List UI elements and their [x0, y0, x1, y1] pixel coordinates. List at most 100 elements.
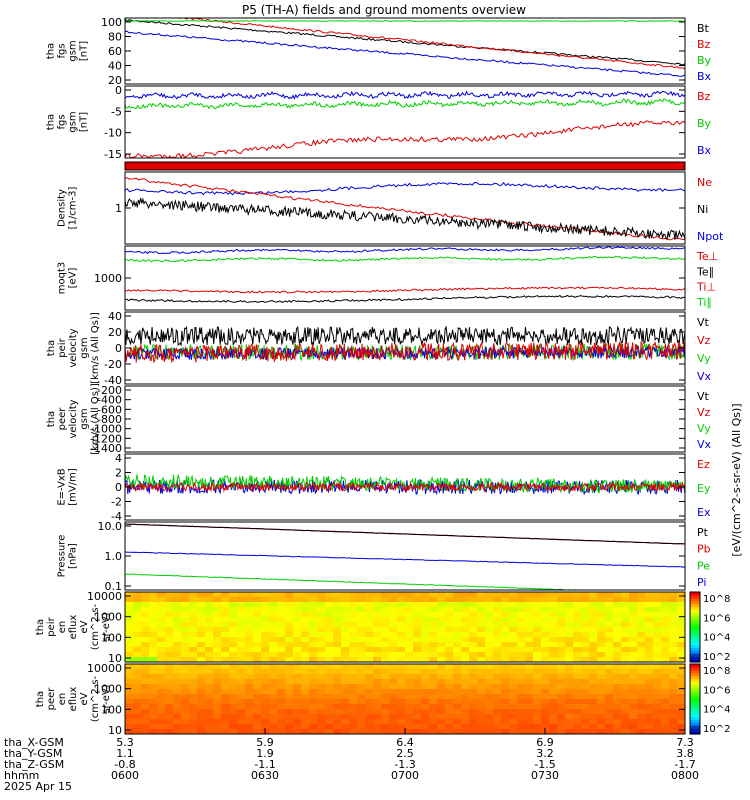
spectrogram-cell	[493, 729, 502, 734]
spectrogram-cell	[661, 622, 670, 628]
spectrogram-cell	[165, 632, 174, 638]
spectrogram-cell	[405, 607, 414, 613]
spectrogram-cell	[413, 612, 422, 618]
spectrogram-cell	[541, 714, 550, 720]
spectrogram-cell	[645, 592, 654, 598]
spectrogram-cell	[533, 622, 542, 628]
legend-entry: Vy	[697, 422, 711, 435]
spectrogram-cell	[573, 684, 582, 690]
spectrogram-cell	[149, 637, 158, 643]
spectrogram-cell	[349, 709, 358, 715]
spectrogram-cell	[181, 657, 190, 662]
spectrogram-cell	[221, 602, 230, 608]
spectrogram-cell	[669, 669, 678, 675]
spectrogram-cell	[437, 627, 446, 633]
spectrogram-cell	[469, 664, 478, 670]
spectrogram-cell	[285, 607, 294, 613]
spectrogram-cell	[453, 602, 462, 608]
spectrogram-cell	[629, 674, 638, 680]
spectrogram-cell	[557, 647, 566, 653]
spectrogram-cell	[605, 622, 614, 628]
spectrogram-cell	[493, 679, 502, 685]
spectrogram-cell	[517, 724, 526, 730]
spectrogram-cell	[125, 699, 134, 705]
spectrogram-cell	[549, 719, 558, 725]
spectrogram-cell	[437, 647, 446, 653]
colorbar-segment	[690, 690, 700, 694]
spectrogram-cell	[181, 679, 190, 685]
spectrogram-cell	[253, 617, 262, 623]
spectrogram-cell	[565, 612, 574, 618]
spectrogram-cell	[333, 689, 342, 695]
spectrogram-cell	[213, 699, 222, 705]
spectrogram-cell	[341, 592, 350, 598]
spectrogram-cell	[461, 642, 470, 648]
spectrogram-cell	[317, 709, 326, 715]
spectrogram-cell	[621, 684, 630, 690]
spectrogram-cell	[133, 597, 142, 603]
spectrogram-cell	[173, 729, 182, 734]
spectrogram-cell	[261, 699, 270, 705]
spectrogram-cell	[285, 709, 294, 715]
spectrogram-cell	[213, 592, 222, 598]
spectrogram-cell	[469, 642, 478, 648]
spectrogram-cell	[245, 704, 254, 710]
spectrogram-cell	[341, 622, 350, 628]
spectrogram-cell	[181, 602, 190, 608]
spectrogram-cell	[501, 657, 510, 662]
spectrogram-cell	[277, 679, 286, 685]
spectrogram-cell	[221, 694, 230, 700]
spectrogram-cell	[301, 657, 310, 662]
spectrogram-cell	[221, 689, 230, 695]
spectrogram-cell	[661, 669, 670, 675]
spectrogram-cell	[421, 647, 430, 653]
spectrogram-cell	[645, 714, 654, 720]
spectrogram-cell	[261, 647, 270, 653]
spectrogram-cell	[533, 669, 542, 675]
spectrogram-cell	[221, 669, 230, 675]
spectrogram-cell	[485, 612, 494, 618]
spectrogram-cell	[589, 647, 598, 653]
spectrogram-cell	[525, 729, 534, 734]
spectrogram-cell	[277, 684, 286, 690]
spectrogram-cell	[349, 719, 358, 725]
spectrogram-cell	[429, 642, 438, 648]
spectrogram-cell	[213, 627, 222, 633]
spectrogram-cell	[205, 719, 214, 725]
spectrogram-cell	[213, 637, 222, 643]
spectrogram-cell	[677, 724, 685, 730]
spectrogram-cell	[373, 652, 382, 658]
spectrogram-cell	[269, 714, 278, 720]
spectrogram-cell	[477, 699, 486, 705]
spectrogram-cell	[325, 669, 334, 675]
spectrogram-cell	[605, 709, 614, 715]
spectrogram-cell	[269, 719, 278, 725]
spectrogram-cell	[333, 627, 342, 633]
spectrogram-cell	[397, 699, 406, 705]
spectrogram-cell	[229, 679, 238, 685]
spectrogram-cell	[229, 597, 238, 603]
spectrogram-cell	[213, 642, 222, 648]
spectrogram-cell	[461, 674, 470, 680]
spectrogram-cell	[413, 679, 422, 685]
spectrogram-cell	[381, 684, 390, 690]
spectrogram-cell	[677, 684, 685, 690]
spectrogram-cell	[125, 674, 134, 680]
spectrogram-cell	[517, 597, 526, 603]
spectrogram-cell	[213, 679, 222, 685]
spectrogram-cell	[141, 664, 150, 670]
spectrogram-cell	[341, 664, 350, 670]
spectrogram-cell	[157, 642, 166, 648]
spectrogram-cell	[181, 684, 190, 690]
spectrogram-cell	[333, 719, 342, 725]
y-axis-label: [nT]	[79, 41, 90, 61]
spectrogram-cell	[301, 607, 310, 613]
spectrogram-cell	[437, 699, 446, 705]
spectrogram-cell	[157, 597, 166, 603]
spectrogram-cell	[373, 714, 382, 720]
spectrogram-cell	[229, 642, 238, 648]
spectrogram-cell	[357, 612, 366, 618]
spectrogram-cell	[525, 669, 534, 675]
spectrogram-cell	[605, 652, 614, 658]
spectrogram-cell	[469, 602, 478, 608]
